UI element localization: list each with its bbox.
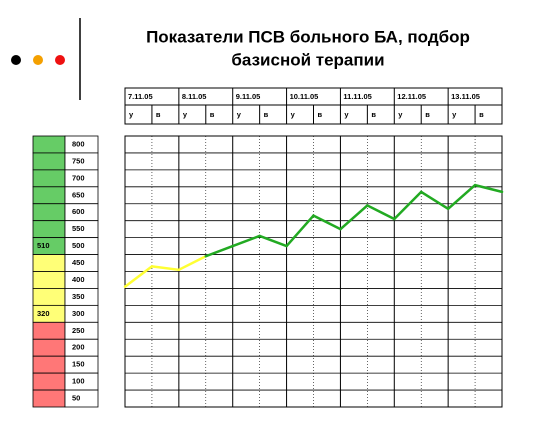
period-label: у [183, 110, 188, 119]
psv-line [339, 204, 369, 231]
y-tick-label: 500 [72, 241, 85, 250]
zone-cell [32, 203, 66, 222]
title: Показатели ПСВ больного БА, подбор [146, 27, 470, 46]
y-tick-label: 600 [72, 207, 85, 216]
date-label: 7.11.05 [128, 92, 153, 101]
psv-line [258, 234, 288, 248]
zone-cell [32, 321, 66, 340]
psv-line [231, 234, 261, 248]
zone-cell [32, 288, 66, 306]
y-tick-label: 350 [72, 292, 85, 301]
zone-cell [32, 152, 66, 171]
date-label: 8.11.05 [182, 92, 207, 101]
dot [55, 55, 65, 65]
zone-cell [32, 220, 66, 239]
date-label: 12.11.05 [397, 92, 426, 101]
zone-cell [32, 169, 66, 188]
period-label: в [318, 110, 323, 119]
y-tick-label: 400 [72, 275, 85, 284]
period-label: у [452, 110, 457, 119]
psv-line [312, 214, 342, 231]
y-tick-label: 750 [72, 156, 85, 165]
scale-cell [64, 389, 99, 408]
zone-cell [32, 135, 66, 154]
period-label: у [291, 110, 296, 119]
psv-line [393, 190, 423, 221]
period-label: у [129, 110, 134, 119]
psv-line [177, 255, 208, 272]
zone-cell [32, 355, 66, 374]
period-label: в [264, 110, 269, 119]
plot-box [124, 135, 503, 408]
psv-line [473, 183, 504, 194]
period-label: у [398, 110, 403, 119]
period-label: у [344, 110, 349, 119]
psv-line [419, 190, 450, 211]
y-tick-label: 700 [72, 173, 85, 182]
zone-cell [32, 254, 66, 272]
psv-line [446, 183, 477, 211]
psv-line [123, 265, 154, 288]
zone-label: 320 [37, 309, 50, 318]
y-tick-label: 100 [72, 377, 85, 386]
period-label: у [237, 110, 242, 119]
y-tick-label: 300 [72, 309, 85, 318]
y-tick-label: 550 [72, 224, 85, 233]
y-tick-label: 150 [72, 360, 85, 369]
period-label: в [371, 110, 376, 119]
y-tick-label: 250 [72, 326, 85, 335]
date-label: 9.11.05 [236, 92, 261, 101]
psv-line [366, 204, 396, 221]
zone-cell [32, 389, 66, 408]
period-label: в [479, 110, 484, 119]
date-label: 13.11.05 [451, 92, 480, 101]
period-label: в [425, 110, 430, 119]
dot [33, 55, 43, 65]
title: базисной терапии [231, 50, 384, 69]
zone-label: 510 [37, 241, 50, 250]
zone-cell [32, 271, 66, 289]
y-tick-label: 800 [72, 139, 85, 148]
y-tick-label: 450 [72, 258, 85, 267]
psv-line [150, 265, 181, 272]
dot [11, 55, 21, 65]
psv-line [204, 244, 234, 258]
psv-line [285, 214, 315, 248]
date-label: 10.11.05 [290, 92, 319, 101]
date-label: 11.11.05 [343, 92, 371, 101]
zone-cell [32, 372, 66, 391]
period-label: в [156, 110, 161, 119]
zone-cell [32, 186, 66, 205]
period-label: в [210, 110, 215, 119]
zone-cell [32, 338, 66, 357]
y-tick-label: 200 [72, 343, 85, 352]
y-tick-label: 650 [72, 190, 85, 199]
y-tick-label: 50 [72, 394, 80, 403]
